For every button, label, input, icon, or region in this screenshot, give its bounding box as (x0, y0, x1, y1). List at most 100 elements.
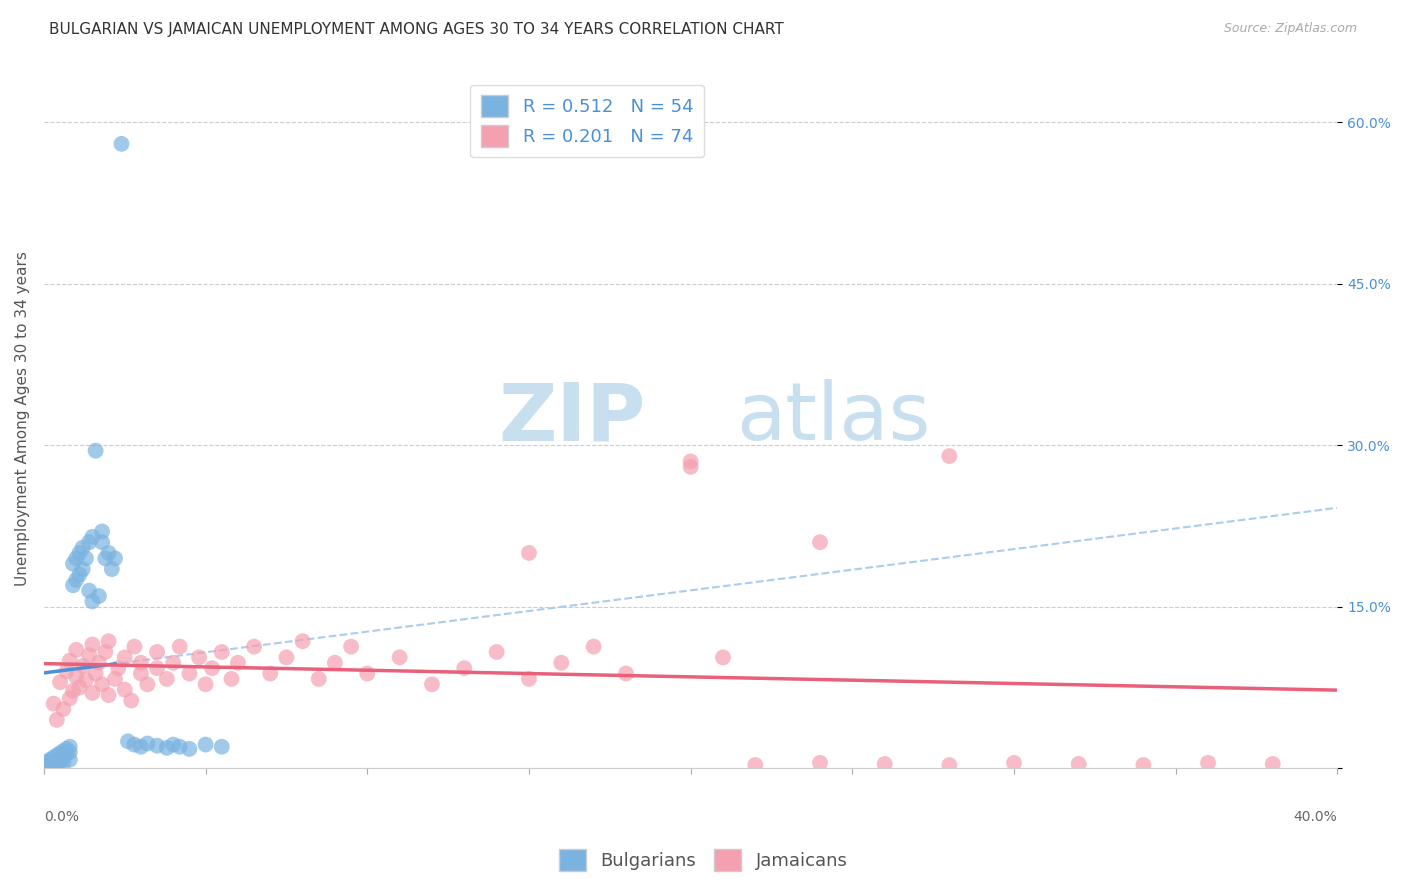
Point (59, 753, 82, 767)
Point (82, 594, 104, 608)
Point (55, 742, 77, 756)
Point (84, 666, 107, 681)
Point (129, 656, 152, 670)
Point (42, 697, 65, 711)
Point (485, 645, 508, 659)
Point (156, 740, 179, 755)
Point (420, 677, 443, 691)
Point (136, 737, 159, 751)
Point (1067, 756, 1090, 771)
Point (517, 546, 540, 560)
Point (37, 755, 59, 769)
Point (97, 546, 120, 560)
Point (75, 551, 97, 566)
Point (356, 666, 378, 681)
Point (711, 650, 734, 665)
Point (94, 551, 117, 566)
Point (104, 551, 127, 566)
Point (259, 666, 281, 681)
Point (82, 637, 104, 651)
Point (114, 650, 136, 665)
Point (77, 535, 100, 549)
Point (129, 739, 152, 754)
Point (65, 670, 87, 684)
Point (179, 742, 201, 756)
Point (679, 459, 702, 474)
Point (42, 750, 65, 764)
Point (91, 535, 114, 549)
Point (211, 645, 233, 659)
Point (91, 524, 114, 539)
Point (62, 557, 84, 571)
Point (114, 682, 136, 697)
Point (59, 691, 82, 706)
Point (69, 567, 91, 582)
Text: 40.0%: 40.0% (1294, 810, 1337, 824)
Point (69, 546, 91, 560)
Point (808, 756, 831, 770)
Point (221, 672, 243, 686)
Point (84, 443, 107, 458)
Point (117, 734, 139, 748)
Point (37, 758, 59, 772)
Point (124, 640, 146, 654)
Point (49, 751, 72, 765)
Point (39, 756, 62, 771)
Point (104, 672, 127, 686)
Point (873, 756, 896, 771)
Point (82, 686, 104, 700)
Point (101, 562, 124, 576)
Point (211, 739, 233, 754)
Point (146, 739, 169, 753)
Point (45, 713, 67, 727)
Y-axis label: Unemployment Among Ages 30 to 34 years: Unemployment Among Ages 30 to 34 years (15, 251, 30, 586)
Point (59, 654, 82, 668)
Point (45, 754, 67, 768)
Point (129, 666, 152, 681)
Point (517, 672, 540, 686)
Point (162, 656, 184, 670)
Legend: Bulgarians, Jamaicans: Bulgarians, Jamaicans (551, 842, 855, 879)
Point (69, 681, 91, 695)
Point (62, 578, 84, 592)
Point (614, 666, 637, 681)
Point (55, 747, 77, 762)
Point (1261, 756, 1284, 771)
Point (52, 749, 75, 764)
Point (938, 449, 960, 463)
Point (323, 656, 346, 670)
Point (49, 746, 72, 760)
Legend: R = 0.512   N = 54, R = 0.201   N = 74: R = 0.512 N = 54, R = 0.201 N = 74 (470, 85, 704, 158)
Point (146, 661, 169, 675)
Point (194, 677, 217, 691)
Point (45, 748, 67, 763)
Point (162, 738, 184, 752)
Point (94, 645, 117, 659)
Point (156, 672, 179, 686)
Point (77, 648, 100, 663)
Text: atlas: atlas (735, 379, 931, 458)
Point (124, 738, 146, 752)
Point (194, 738, 217, 752)
Point (808, 535, 831, 549)
Point (87, 589, 110, 603)
Point (65, 573, 87, 587)
Point (65, 551, 87, 566)
Point (59, 745, 82, 759)
Point (1197, 756, 1219, 770)
Point (110, 136, 132, 151)
Point (42, 756, 65, 770)
Point (679, 454, 702, 468)
Point (59, 739, 82, 754)
Point (388, 650, 411, 665)
Point (291, 634, 314, 648)
Point (120, 693, 142, 707)
Point (169, 739, 191, 754)
Point (45, 756, 67, 771)
Point (49, 755, 72, 769)
Point (1132, 758, 1154, 772)
Point (77, 583, 100, 598)
Point (938, 758, 960, 772)
Point (550, 656, 572, 670)
Point (87, 656, 110, 670)
